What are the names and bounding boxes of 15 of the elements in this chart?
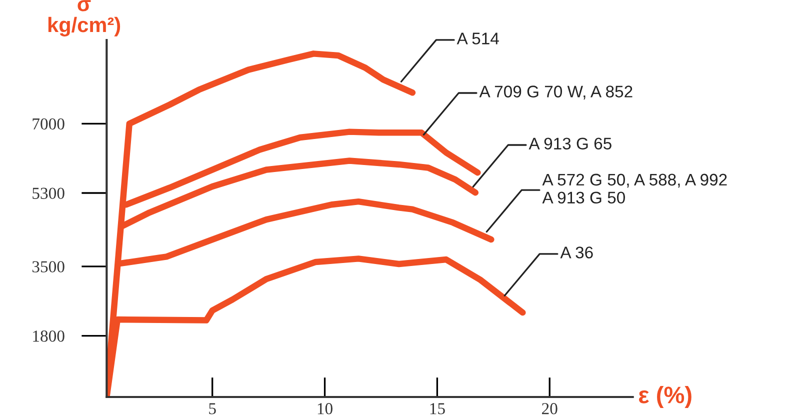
y-tick-label: 3500: [32, 261, 64, 272]
y-tick-label: 5300: [32, 188, 64, 199]
y-tick-label: 1800: [33, 330, 64, 342]
y-axis-title: σ kg/cm²): [48, 0, 120, 36]
annotation: A 709 G 70 W, A 852: [479, 86, 632, 100]
annotation: A 572 G 50, A 588, A 992 A 913 G 50: [542, 174, 727, 204]
x-tick-label: 10: [318, 403, 332, 414]
x-axis-title: ε (%): [638, 386, 692, 408]
x-tick-label: 5: [209, 403, 216, 414]
y-tick-label: 7000: [32, 118, 64, 130]
annotation: A 913 G 65: [528, 138, 612, 150]
annotation: A 36: [560, 246, 593, 258]
annotation: A 514: [456, 32, 499, 44]
x-tick-label: 20: [542, 403, 558, 414]
x-tick-label: 15: [430, 403, 445, 414]
